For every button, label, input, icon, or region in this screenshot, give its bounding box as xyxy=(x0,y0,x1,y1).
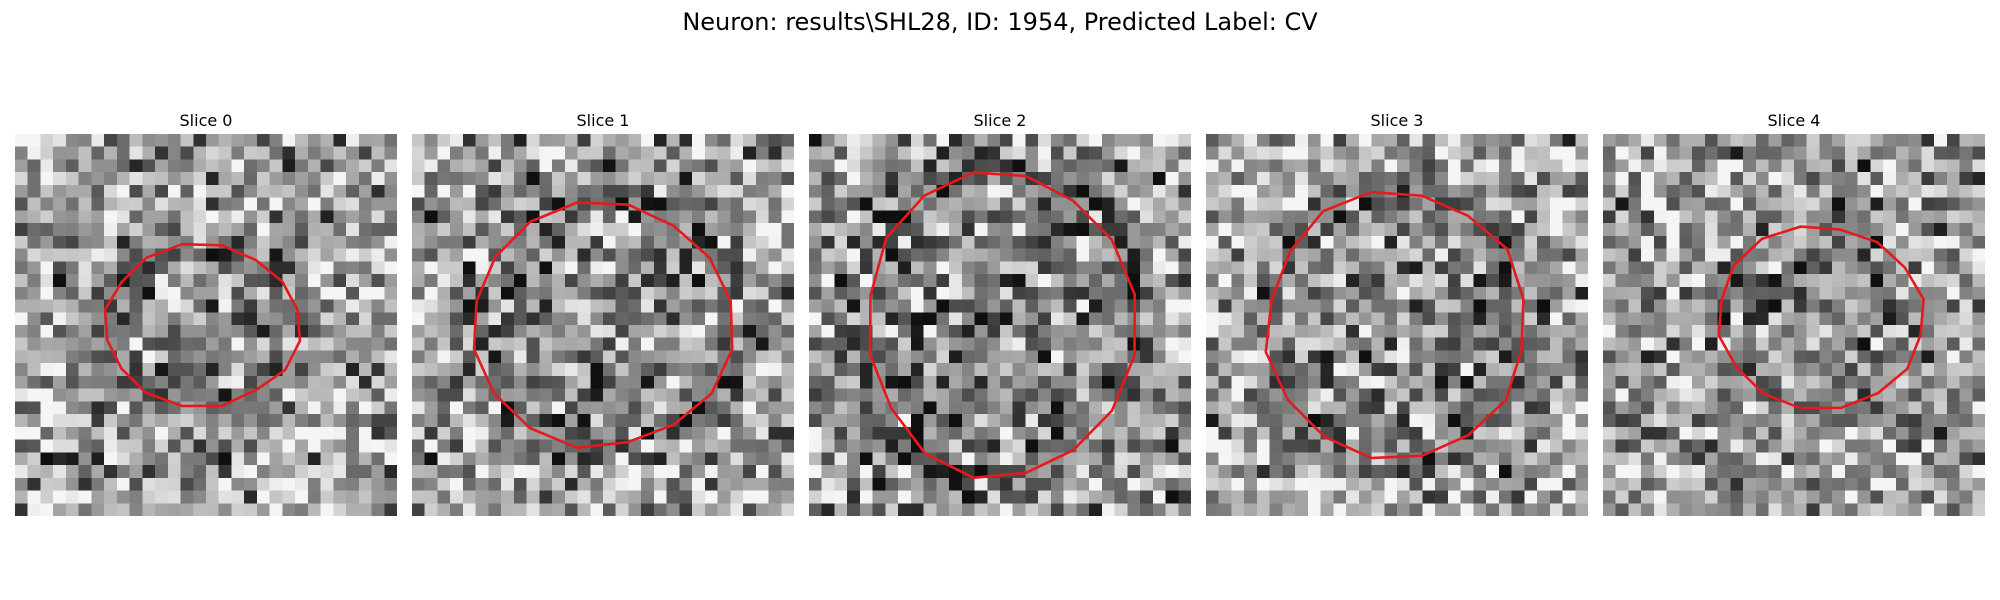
slice-panel-4: Slice 4 xyxy=(1603,108,1985,516)
slice-title: Slice 4 xyxy=(1767,111,1821,130)
pixel-grid xyxy=(809,134,1191,516)
slice-image xyxy=(809,134,1191,516)
slice-image xyxy=(412,134,794,516)
slice-title: Slice 2 xyxy=(973,111,1027,130)
slice-title: Slice 0 xyxy=(179,111,233,130)
slice-panel-0: Slice 0 xyxy=(15,108,397,516)
slice-title: Slice 1 xyxy=(576,111,630,130)
figure-title: Neuron: results\SHL28, ID: 1954, Predict… xyxy=(682,8,1318,36)
pixel-grid xyxy=(15,134,397,516)
slice-title: Slice 3 xyxy=(1370,111,1424,130)
slice-image xyxy=(1206,134,1588,516)
roi-outline xyxy=(1717,225,1925,410)
slice-panel-2: Slice 2 xyxy=(809,108,1191,516)
roi-outline xyxy=(103,242,302,408)
slice-panel-3: Slice 3 xyxy=(1206,108,1588,516)
roi-outline xyxy=(472,201,734,450)
roi-outline xyxy=(1264,190,1525,460)
pixel-grid xyxy=(1206,134,1588,516)
pixel-grid xyxy=(1603,134,1985,516)
pixel-grid xyxy=(412,134,794,516)
slice-image xyxy=(1603,134,1985,516)
slice-image xyxy=(15,134,397,516)
slice-panel-1: Slice 1 xyxy=(412,108,794,516)
roi-outline xyxy=(868,171,1137,480)
